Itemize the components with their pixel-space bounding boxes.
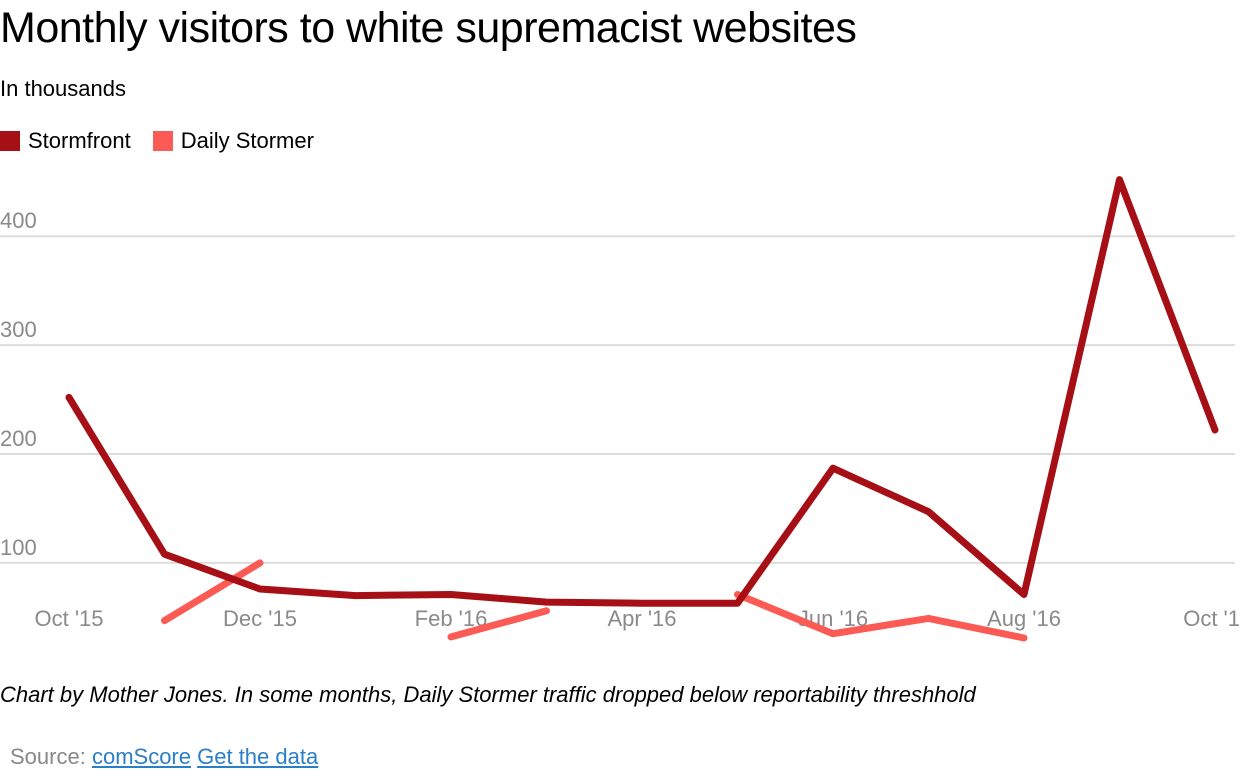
chart-legend: Stormfront Daily Stormer — [0, 128, 336, 154]
source-link-comscore[interactable]: comScore — [91, 744, 191, 769]
y-axis-labels: 100 200 300 400 — [0, 208, 37, 560]
grid-lines — [0, 235, 1235, 564]
source-prefix: Source: — [10, 744, 86, 769]
x-tick-label-3: Apr '16 — [607, 606, 676, 631]
source-line: Source: comScore Get the data — [10, 744, 318, 770]
y-tick-label-400: 400 — [0, 208, 37, 233]
chart-title: Monthly visitors to white supremacist we… — [0, 4, 857, 52]
x-tick-label-1: Dec '15 — [223, 606, 297, 631]
x-tick-label-0: Oct '15 — [34, 606, 103, 631]
y-tick-label-300: 300 — [0, 317, 37, 342]
y-tick-label-200: 200 — [0, 426, 37, 451]
series-line-daily-stormer-2 — [734, 591, 1028, 642]
series-line-daily-stormer-1 — [447, 607, 550, 641]
legend-swatch-daily-stormer — [152, 131, 173, 151]
x-tick-label-6: Oct '1 — [1183, 606, 1240, 631]
legend-swatch-stormfront — [0, 131, 20, 151]
chart-note: Chart by Mother Jones. In some months, D… — [0, 682, 976, 707]
legend-item-daily-stormer: Daily Stormer — [152, 128, 314, 154]
legend-item-stormfront: Stormfront — [0, 128, 131, 154]
series-line-daily-stormer-0 — [161, 559, 264, 625]
x-axis-labels: Oct '15 Dec '15 Feb '16 Apr '16 Jun '16 Aug '… — [34, 606, 1240, 631]
chart-subtitle: In thousands — [0, 76, 126, 101]
series-lines — [65, 176, 1219, 642]
y-tick-label-100: 100 — [0, 535, 37, 560]
x-tick-label-5: Aug '16 — [987, 606, 1061, 631]
legend-label-stormfront: Stormfront — [28, 128, 131, 153]
legend-label-daily-stormer: Daily Stormer — [180, 128, 314, 153]
get-the-data-link[interactable]: Get the data — [197, 744, 319, 769]
series-line-stormfront-0 — [65, 176, 1219, 607]
